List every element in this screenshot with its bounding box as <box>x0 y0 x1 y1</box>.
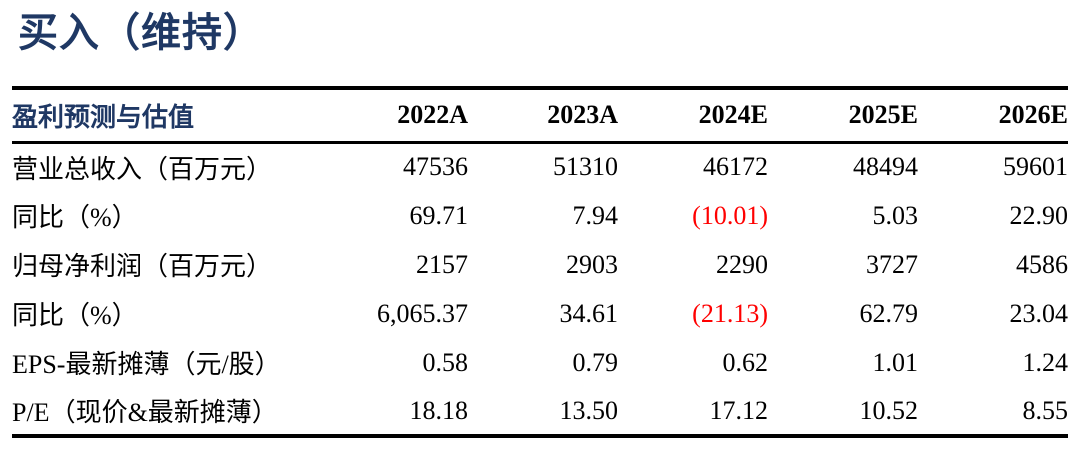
table-cell: 13.50 <box>559 395 619 425</box>
column-header-2026e: 2026E <box>998 100 1068 130</box>
column-header-2024e: 2024E <box>698 100 768 130</box>
table-header-row: 盈利预测与估值 2022A 2023A 2024E 2025E 2026E <box>12 88 1068 142</box>
table-cell: 0.58 <box>422 347 469 377</box>
row-label: 归母净利润（百万元） <box>12 252 273 281</box>
table-cell: 51310 <box>553 152 618 182</box>
table-row: 营业总收入（百万元） 47536 51310 46172 48494 59601 <box>12 142 1068 191</box>
table-cell: 1.24 <box>1022 347 1069 377</box>
table-header-label: 盈利预测与估值 <box>12 102 195 132</box>
table-cell: 34.61 <box>559 298 619 328</box>
table-cell: 22.90 <box>1009 200 1069 230</box>
table-cell: 1.01 <box>872 347 919 377</box>
table-cell: 6,065.37 <box>377 298 468 328</box>
table-cell: 69.71 <box>409 200 469 230</box>
row-label: P/E（现价&最新摊薄） <box>12 398 278 427</box>
table-cell: 62.79 <box>859 298 919 328</box>
table-cell: 46172 <box>703 152 768 182</box>
row-label: 营业总收入（百万元） <box>12 154 273 184</box>
table-cell: 4586 <box>1016 249 1068 279</box>
table-cell: 5.03 <box>872 200 919 230</box>
table-row: 归母净利润（百万元） 2157 2903 2290 3727 4586 <box>12 240 1068 289</box>
table-cell: 17.12 <box>709 395 769 425</box>
table-cell: 3727 <box>866 249 918 279</box>
column-header-2023a: 2023A <box>547 100 618 130</box>
table-header: 盈利预测与估值 2022A 2023A 2024E 2025E 2026E <box>12 88 1068 142</box>
page-title: 买入（维持） <box>18 10 264 55</box>
table-cell: (10.01) <box>692 200 768 230</box>
table-cell: (21.13) <box>692 298 768 328</box>
table-cell: 7.94 <box>572 200 619 230</box>
table-cell: 0.62 <box>722 347 769 377</box>
table-cell: 47536 <box>403 152 468 182</box>
table-cell: 8.55 <box>1022 395 1069 425</box>
table-cell: 10.52 <box>859 395 919 425</box>
row-label: 同比（%） <box>12 301 138 330</box>
row-label: 同比（%） <box>12 203 138 232</box>
table-row: 同比（%） 69.71 7.94 (10.01) 5.03 22.90 <box>12 191 1068 240</box>
table-row: P/E（现价&最新摊薄） 18.18 13.50 17.12 10.52 8.55 <box>12 387 1068 436</box>
table-cell: 0.79 <box>572 347 619 377</box>
table-cell: 2157 <box>416 249 468 279</box>
row-label: EPS-最新摊薄（元/股） <box>12 350 281 379</box>
table-cell: 2290 <box>716 249 768 279</box>
table-cell: 23.04 <box>1009 298 1069 328</box>
table-row: 同比（%） 6,065.37 34.61 (21.13) 62.79 23.04 <box>12 289 1068 338</box>
table-cell: 59601 <box>1003 152 1068 182</box>
table-cell: 18.18 <box>409 395 469 425</box>
column-header-2022a: 2022A <box>397 100 468 130</box>
forecast-table: 盈利预测与估值 2022A 2023A 2024E 2025E 2026E 营业… <box>12 86 1068 438</box>
table-body: 营业总收入（百万元） 47536 51310 46172 48494 59601 同比（%）… <box>12 142 1068 436</box>
table-cell: 48494 <box>853 152 918 182</box>
column-header-2025e: 2025E <box>848 100 918 130</box>
table-row: EPS-最新摊薄（元/股） 0.58 0.79 0.62 1.01 1.24 <box>12 338 1068 387</box>
table-cell: 2903 <box>566 249 618 279</box>
